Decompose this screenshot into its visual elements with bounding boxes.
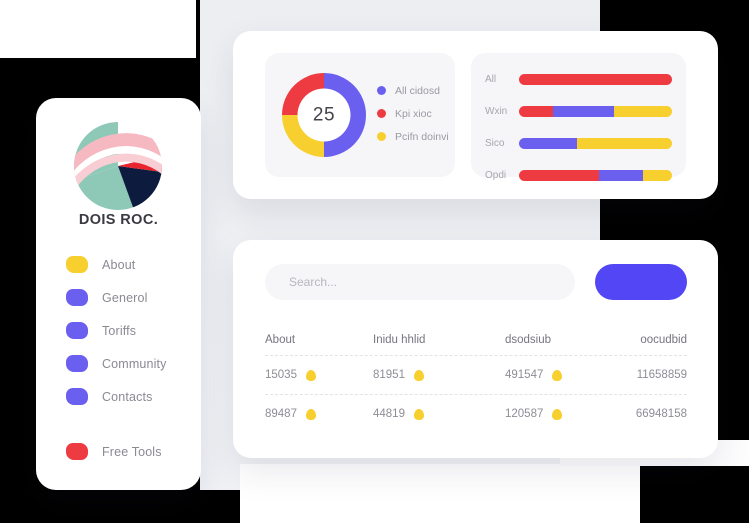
sidebar-item-label: Toriffs: [102, 323, 137, 338]
table-cell: 120587: [505, 408, 633, 420]
bar-segment-red: [519, 169, 599, 181]
cell-value: 44819: [373, 408, 405, 420]
sidebar-item-free-tools[interactable]: Free Tools: [66, 435, 201, 468]
sidebar-item-label: Generol: [102, 290, 148, 305]
sidebar-item-contacts[interactable]: Contacts: [66, 380, 201, 413]
dot-icon: [66, 443, 88, 460]
sidebar-item-label: Community: [102, 356, 167, 371]
bar-row-label: Wxin: [485, 105, 508, 117]
sidebar-item-community[interactable]: Community: [66, 347, 201, 380]
dot-icon: [66, 355, 88, 372]
bar-segment-red: [519, 73, 672, 85]
legend-label: All cidosd: [395, 84, 440, 97]
cell-value: 15035: [265, 369, 297, 381]
legend-item: Pcifn doinvi: [377, 125, 449, 148]
page-title: DOIS ROC.: [78, 212, 159, 228]
bar-segment-yellow: [577, 137, 672, 149]
legend-item: Kpi xioc: [377, 102, 449, 125]
search-submit-button[interactable]: [595, 264, 687, 300]
shield-badge-icon: [305, 369, 316, 381]
table-cell: 491547: [505, 369, 633, 381]
bar-segment-red: [519, 105, 553, 117]
sidebar-nav: About Generol Toriffs Community Contacts…: [66, 248, 201, 468]
table-header-row: About Inidu hhlid dsodsiub oocudbid: [265, 325, 687, 355]
dot-icon: [66, 322, 88, 339]
bar-segment-purple: [598, 169, 643, 181]
shield-badge-icon: [413, 408, 424, 420]
bar-row: Sico: [485, 131, 672, 155]
table-divider: [265, 355, 687, 356]
dot-icon: [66, 388, 88, 405]
cell-value: 491547: [505, 369, 544, 381]
donut-center: 25: [297, 88, 351, 142]
bar-track: [519, 73, 672, 85]
shield-badge-icon: [413, 369, 424, 381]
bar-row-label: Sico: [485, 137, 505, 149]
shield-badge-icon: [552, 408, 563, 420]
table-cell: 44819: [373, 408, 505, 420]
column-header: oocudbid: [640, 334, 687, 346]
sidebar-card: DOIS ROC. About Generol Toriffs Communit…: [36, 98, 201, 490]
donut-chart-panel: 25 All cidosd Kpi xioc Pcifn doinvi: [265, 53, 455, 177]
legend-item: All cidosd: [377, 79, 449, 102]
sidebar-item-about[interactable]: About: [66, 248, 201, 281]
dot-icon: [66, 256, 88, 273]
bar-row-label: All: [485, 73, 497, 85]
bar-row: Opdi: [485, 163, 672, 187]
shield-badge-icon: [305, 408, 316, 420]
bar-track: [519, 105, 672, 117]
bar-chart: All Wxin Sico: [485, 67, 672, 187]
table-row[interactable]: 89487 44819 120587 66948158: [265, 395, 687, 433]
bar-segment-yellow: [613, 105, 672, 117]
charts-card: 25 All cidosd Kpi xioc Pcifn doinvi: [233, 31, 718, 199]
legend-label: Kpi xioc: [395, 107, 432, 120]
donut-legend: All cidosd Kpi xioc Pcifn doinvi: [377, 79, 449, 148]
sidebar-item-toriffs[interactable]: Toriffs: [66, 314, 201, 347]
bar-segment-purple: [519, 137, 578, 149]
table-cell: 15035: [265, 369, 373, 381]
bar-track: [519, 169, 672, 181]
background-plate-bottom: [240, 464, 640, 523]
sidebar-item-label: Contacts: [102, 389, 153, 404]
table-divider: [265, 394, 687, 395]
bar-segment-purple: [552, 105, 614, 117]
table-card: About Inidu hhlid dsodsiub oocudbid 1503…: [233, 240, 718, 458]
column-header: About: [265, 334, 296, 346]
sidebar-item-label: Free Tools: [102, 444, 162, 459]
legend-label: Pcifn doinvi: [395, 130, 449, 143]
donut-center-value: 25: [312, 104, 336, 125]
legend-dot-icon: [377, 86, 386, 95]
cell-value: 81951: [373, 369, 405, 381]
column-header: Inidu hhlid: [373, 334, 426, 346]
table-row[interactable]: 15035 81951 491547 11658859: [265, 356, 687, 394]
table-cell: 11658859: [636, 369, 687, 381]
bar-row: All: [485, 67, 672, 91]
table-cell: 66948158: [635, 408, 687, 420]
bar-row-label: Opdi: [485, 169, 507, 181]
cell-value: 89487: [265, 408, 297, 420]
donut-chart: 25: [282, 73, 366, 157]
bar-segment-yellow: [642, 169, 672, 181]
table-cell: 81951: [373, 369, 505, 381]
legend-dot-icon: [377, 109, 386, 118]
dot-icon: [66, 289, 88, 306]
sidebar-item-generol[interactable]: Generol: [66, 281, 201, 314]
cell-value: 120587: [505, 408, 544, 420]
abstract-circle-logo-icon: [72, 120, 164, 212]
data-table: About Inidu hhlid dsodsiub oocudbid 1503…: [265, 325, 687, 433]
bar-row: Wxin: [485, 99, 672, 123]
shield-badge-icon: [552, 369, 563, 381]
column-header: dsodsiub: [505, 334, 552, 346]
bar-chart-panel: All Wxin Sico: [471, 53, 686, 181]
background-plate-top-left: [0, 0, 196, 58]
legend-dot-icon: [377, 132, 386, 141]
table-cell: 89487: [265, 408, 373, 420]
bar-track: [519, 137, 672, 149]
search-input[interactable]: [265, 264, 575, 300]
sidebar-item-label: About: [102, 257, 136, 272]
